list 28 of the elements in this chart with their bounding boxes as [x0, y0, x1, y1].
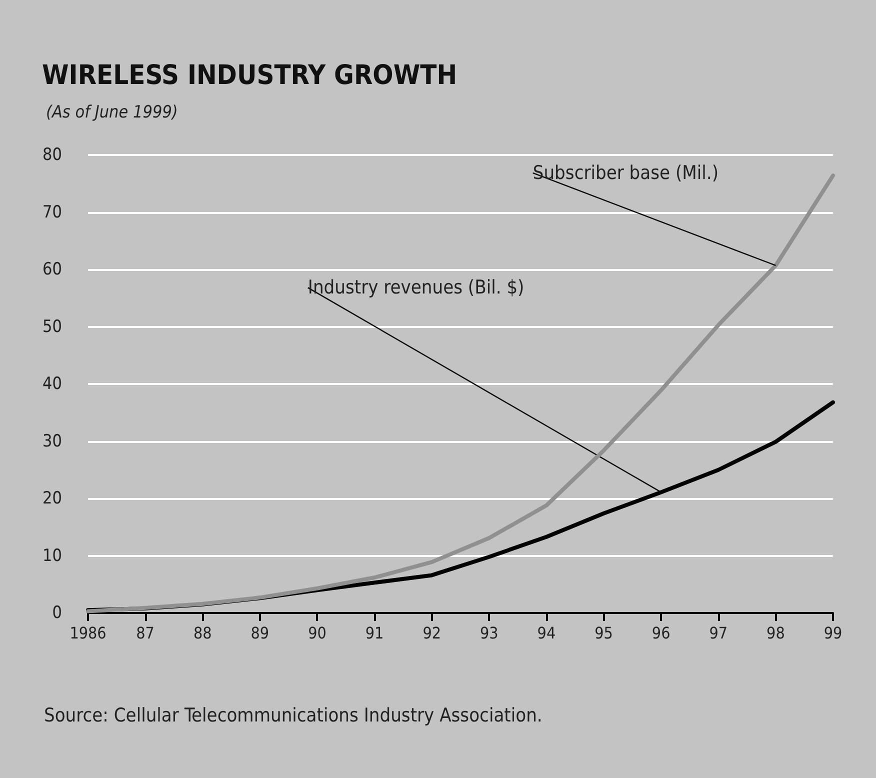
text: Industry revenues (Bil. $) [308, 276, 524, 299]
x-tick-label: 98 [766, 624, 785, 642]
y-tick-label: 70 [42, 202, 62, 222]
y-tick-label: 0 [52, 603, 62, 623]
y-tick-label: 30 [42, 431, 62, 452]
x-tick-label: 94 [537, 624, 556, 642]
source-note: Source: Cellular Telecommunications Industry Association. [44, 704, 542, 726]
y-tick-label: 60 [42, 260, 62, 280]
x-tick-label: 92 [422, 624, 441, 642]
x-tick-label: 96 [652, 624, 670, 642]
y-tick-label: 50 [42, 316, 62, 337]
y-tick-label: 10 [42, 546, 62, 566]
x-tick-label: 1986 [70, 624, 106, 642]
x-tick-label: 88 [193, 624, 212, 642]
x-tick-label: 87 [136, 624, 154, 642]
x-tick-label: 93 [480, 624, 498, 642]
text: Subscriber base (Mil.) [532, 162, 719, 184]
chart-title: WIRELESS INDUSTRY GROWTH [42, 60, 458, 91]
x-tick-label: 97 [709, 624, 728, 642]
x-tick-label: 89 [250, 624, 270, 642]
x-tick-label: 95 [594, 624, 613, 642]
x-tick-label: 91 [365, 624, 384, 642]
chart-subtitle: (As of June 1999) [46, 102, 178, 122]
y-tick-label: 40 [42, 374, 62, 394]
y-tick-label: 20 [42, 488, 62, 508]
x-tick-label: 90 [308, 624, 326, 642]
x-tick-label: 99 [824, 624, 842, 642]
y-tick-label: 80 [42, 145, 62, 165]
